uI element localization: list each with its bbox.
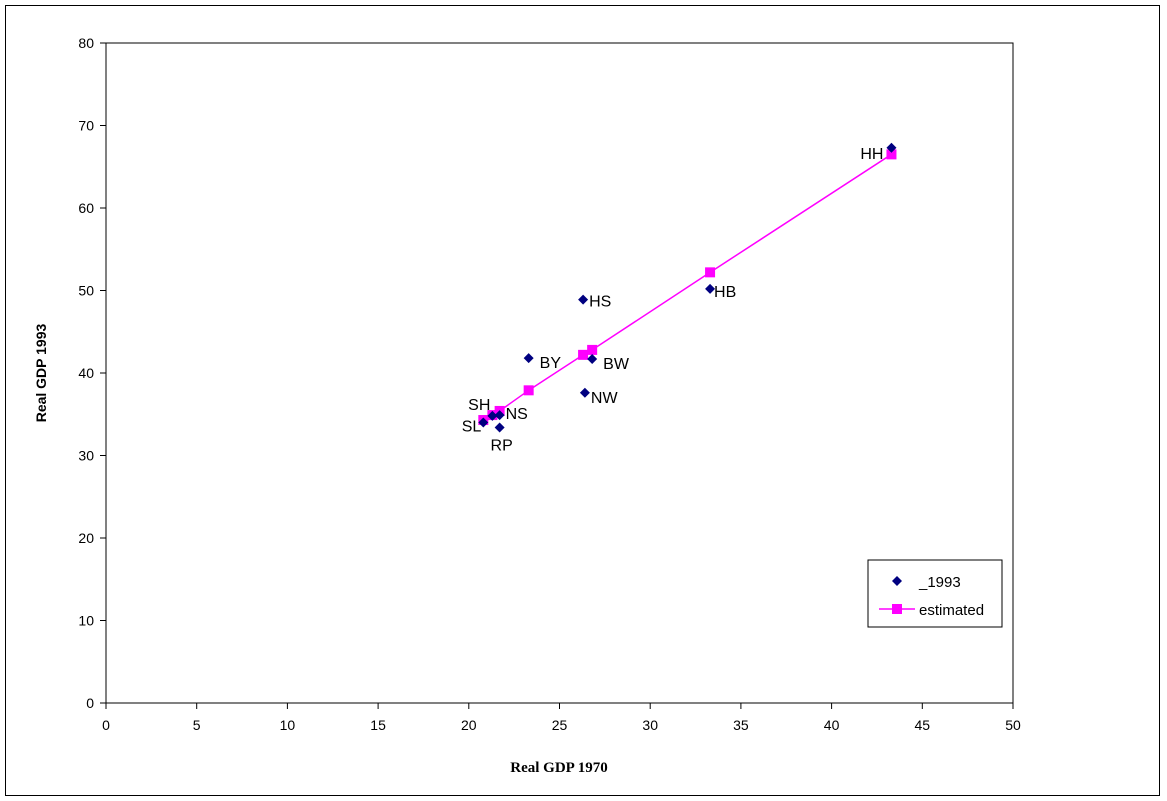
x-axis-label: Real GDP 1970 (510, 760, 608, 776)
scatter-chart: 0 5 10 15 20 25 30 35 40 45 50 0 10 20 30 40 50 60 70 80 H… (33, 35, 1021, 776)
y-tick-label: 70 (78, 118, 94, 134)
observed-point (494, 422, 505, 433)
point-label: SH (468, 397, 490, 414)
x-tick-label: 50 (1005, 717, 1021, 733)
point-label: HH (860, 146, 883, 163)
estimated-point (705, 267, 716, 278)
y-tick-label: 0 (86, 695, 94, 711)
observed-point (587, 353, 598, 364)
y-tick-label: 10 (78, 613, 94, 629)
observed-point (487, 410, 498, 421)
legend-observed-marker (892, 576, 902, 586)
observed-series (478, 142, 897, 433)
observed-point (494, 410, 505, 421)
y-tick-label: 20 (78, 530, 94, 546)
y-tick-label: 60 (78, 200, 94, 216)
point-label: BY (540, 355, 562, 372)
x-tick-label: 20 (461, 717, 477, 733)
point-label: NW (591, 390, 619, 407)
x-tick-label: 40 (824, 717, 840, 733)
x-tick-label: 30 (642, 717, 658, 733)
x-tick-label: 15 (370, 717, 386, 733)
point-labels: HH HB HS BY BW NW SH NS SL RP (462, 146, 884, 455)
observed-point (578, 294, 589, 305)
x-tick-label: 10 (280, 717, 296, 733)
y-tick-label: 50 (78, 283, 94, 299)
estimated-point (587, 344, 598, 355)
point-label: BW (603, 356, 630, 373)
observed-point (705, 283, 716, 294)
estimated-point (886, 149, 897, 160)
x-axis: 0 5 10 15 20 25 30 35 40 45 50 (102, 703, 1021, 733)
y-axis: 0 10 20 30 40 50 60 70 80 (78, 35, 106, 711)
point-label: NS (506, 406, 528, 423)
legend-estimated-marker (892, 604, 902, 614)
observed-point (579, 387, 590, 398)
y-tick-label: 80 (78, 35, 94, 51)
legend: _1993 estimated (867, 559, 1003, 628)
x-tick-label: 35 (733, 717, 749, 733)
x-tick-label: 25 (552, 717, 568, 733)
observed-point (478, 417, 489, 428)
point-label: HB (714, 284, 736, 301)
y-tick-label: 40 (78, 365, 94, 381)
legend-box (867, 559, 1003, 628)
chart-frame: 0 5 10 15 20 25 30 35 40 45 50 0 10 20 30 40 50 60 70 80 H… (5, 5, 1160, 796)
y-axis-label: Real GDP 1993 (33, 324, 49, 423)
x-tick-label: 5 (193, 717, 201, 733)
observed-point (886, 142, 897, 153)
estimated-point (523, 385, 534, 396)
point-label: SL (462, 419, 482, 436)
x-tick-label: 45 (915, 717, 931, 733)
point-label: HS (589, 294, 611, 311)
observed-point (523, 353, 534, 364)
estimated-point (578, 349, 589, 360)
plot-area (105, 42, 1014, 704)
point-label: RP (491, 437, 513, 454)
x-tick-label: 0 (102, 717, 110, 733)
y-tick-label: 30 (78, 448, 94, 464)
legend-observed-label: _1993 (918, 574, 961, 591)
legend-estimated-label: estimated (919, 602, 984, 619)
